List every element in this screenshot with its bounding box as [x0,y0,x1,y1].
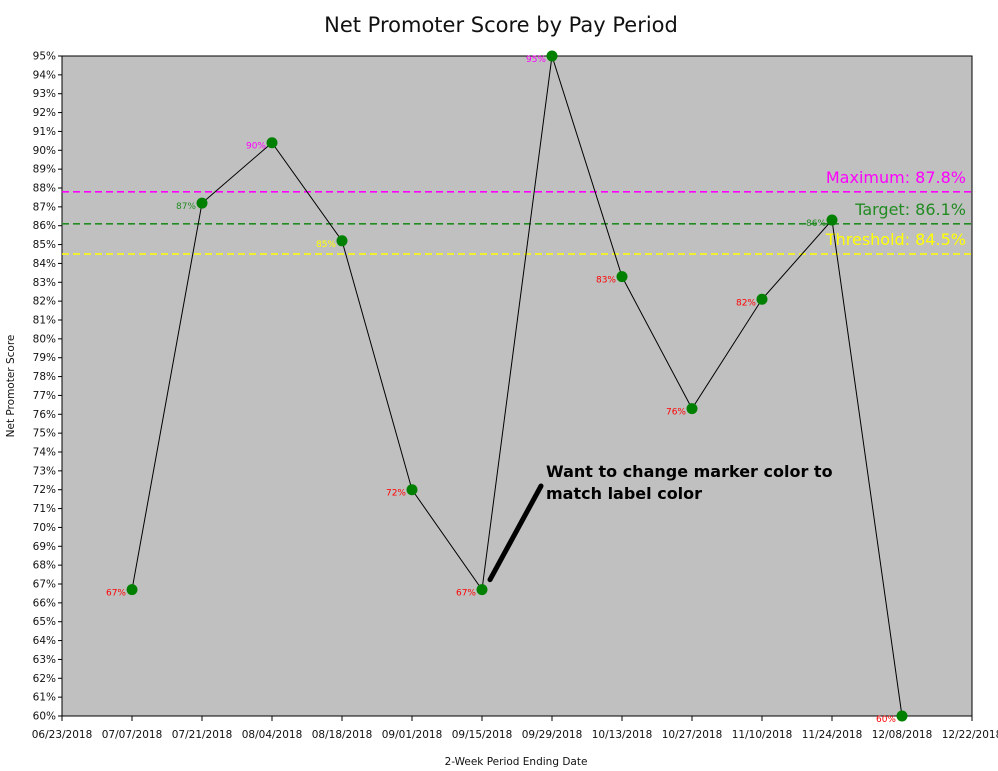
y-tick-label: 87% [33,201,56,213]
x-tick-label: 10/13/2018 [592,729,653,741]
annotation: Want to change marker color to match labe… [487,462,833,583]
y-tick-label: 80% [33,333,56,345]
data-point-marker [546,50,558,62]
data-point-marker [336,235,348,247]
data-label: 90% [246,142,266,152]
data-label: 95% [526,55,546,65]
y-tick-label: 67% [33,579,56,591]
x-tick-label: 12/22/2018 [942,729,998,741]
data-point-marker [196,197,208,209]
y-tick-label: 82% [33,296,56,308]
y-tick-label: 88% [33,183,56,195]
data-label: 72% [386,489,406,499]
data-point-marker [826,214,838,226]
y-tick-label: 83% [33,277,56,289]
data-label: 76% [666,408,686,418]
y-tick-label: 91% [33,126,56,138]
y-tick-label: 74% [33,447,56,459]
y-tick-label: 93% [33,88,56,100]
x-tick-label: 08/04/2018 [242,729,303,741]
data-point-marker [126,584,138,596]
reference-line-label: Target: 86.1% [854,200,966,219]
x-tick-label: 07/07/2018 [102,729,163,741]
y-tick-label: 85% [33,239,56,251]
y-tick-label: 69% [33,541,56,553]
y-tick-label: 84% [33,258,56,270]
y-tick-label: 72% [33,484,56,496]
data-point-marker [756,293,768,305]
data-label: 67% [106,589,126,599]
series-group: 67% 87% 90% 85% 72% 67% 95% 83% 76% 82% 86% 60% [106,50,908,725]
data-label: 86% [806,219,826,229]
y-tick-label: 66% [33,597,56,609]
data-label: 67% [456,589,476,599]
data-label: 82% [736,298,756,308]
y-tick-label: 64% [33,635,56,647]
reference-line-label: Threshold: 84.5% [825,230,966,249]
chart-title: Net Promoter Score by Pay Period [324,13,678,37]
y-tick-label: 79% [33,352,56,364]
annotation-arrow [487,483,544,583]
plot-area [61,55,973,717]
y-tick-label: 90% [33,145,56,157]
y-tick-label: 89% [33,164,56,176]
y-tick-label: 94% [33,69,56,81]
y-tick-label: 60% [33,711,56,723]
y-tick-label: 81% [33,315,56,327]
x-tick-label: 12/08/2018 [872,729,933,741]
series-line [131,55,903,717]
x-axis: 06/23/2018 07/07/2018 07/21/2018 08/04/2018… [32,716,998,741]
y-tick-label: 75% [33,428,56,440]
y-tick-label: 95% [33,51,56,63]
x-tick-label: 11/24/2018 [802,729,863,741]
data-point-marker [476,584,488,596]
data-point-marker [266,137,278,149]
data-label: 87% [176,202,196,212]
data-label: 85% [316,240,336,250]
data-point-marker [616,271,628,283]
y-axis: 60% 61% 62% 63% 64% 65% 66% 67% 68% 69% 70% 71% 72% 7… [33,51,62,723]
x-tick-label: 09/29/2018 [522,729,583,741]
data-point-marker [686,403,698,415]
data-label: 83% [596,276,616,286]
y-tick-label: 77% [33,390,56,402]
y-tick-label: 71% [33,503,56,515]
y-tick-label: 78% [33,371,56,383]
reference-lines: Maximum: 87.8% Target: 86.1% Threshold: 84… [62,168,972,255]
y-tick-label: 61% [33,692,56,704]
y-tick-label: 76% [33,409,56,421]
x-tick-label: 10/27/2018 [662,729,723,741]
x-tick-label: 06/23/2018 [32,729,93,741]
y-tick-label: 92% [33,107,56,119]
y-tick-label: 73% [33,465,56,477]
data-label: 60% [876,715,896,725]
y-tick-label: 68% [33,560,56,572]
x-tick-label: 09/15/2018 [452,729,513,741]
y-tick-label: 86% [33,220,56,232]
y-tick-label: 63% [33,654,56,666]
y-tick-label: 65% [33,616,56,628]
y-axis-title: Net Promoter Score [5,335,17,438]
x-tick-label: 08/18/2018 [312,729,373,741]
x-axis-title: 2-Week Period Ending Date [445,756,588,768]
x-tick-label: 11/10/2018 [732,729,793,741]
y-tick-label: 62% [33,673,56,685]
data-point-marker [406,484,418,496]
annotation-text: match label color [546,484,702,503]
reference-line-label: Maximum: 87.8% [826,168,966,187]
annotation-text: Want to change marker color to [546,462,833,481]
y-tick-label: 70% [33,522,56,534]
data-point-marker [896,710,908,722]
x-tick-label: 09/01/2018 [382,729,443,741]
x-tick-label: 07/21/2018 [172,729,233,741]
